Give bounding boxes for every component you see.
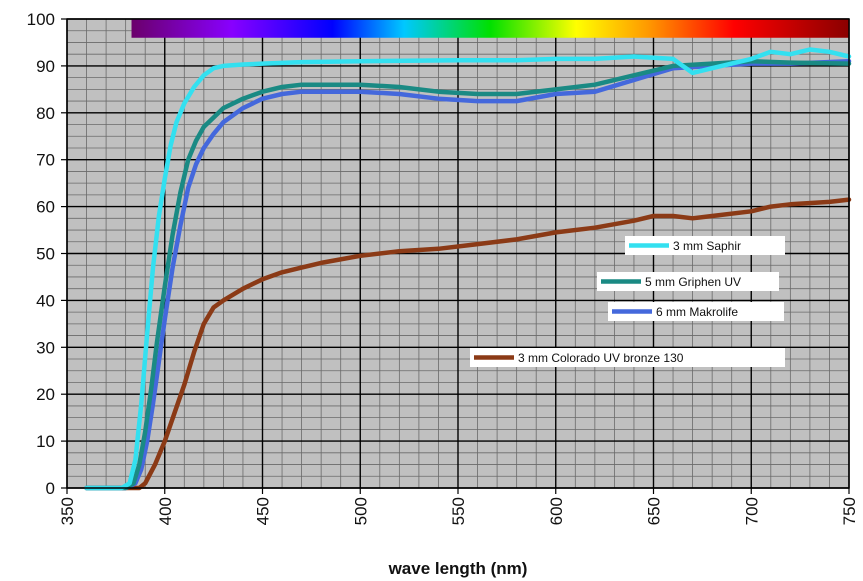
- y-tick-label: 50: [36, 245, 55, 264]
- legend-label: 3 mm Saphir: [673, 239, 741, 253]
- legend-entry: 3 mm Colorado UV bronze 130: [470, 348, 785, 367]
- legend-entry-background: [608, 302, 784, 321]
- x-tick-label: 450: [254, 497, 273, 525]
- series-line-4: [84, 197, 852, 491]
- x-tick-label: 600: [547, 497, 566, 525]
- legend-label: 3 mm Colorado UV bronze 130: [518, 351, 684, 365]
- x-tick-label: 650: [645, 497, 664, 525]
- x-tick-label: 350: [58, 497, 77, 525]
- legend: 3 mm Saphir 5 mm Griphen UV 6 mm Makrolife…: [470, 236, 785, 367]
- y-axis-ticks: 0 10 20 30 40 50 60 70 80 90 100: [27, 10, 67, 498]
- legend-entry: 6 mm Makrolife: [608, 302, 784, 321]
- x-tick-label: 400: [156, 497, 175, 525]
- x-tick-label: 550: [449, 497, 468, 525]
- series-line-1: [84, 47, 852, 491]
- y-tick-label: 80: [36, 104, 55, 123]
- legend-entry-background: [625, 236, 785, 255]
- x-tick-label: 700: [742, 497, 761, 525]
- legend-entry: 3 mm Saphir: [625, 236, 785, 255]
- y-tick-label: 60: [36, 198, 55, 217]
- legend-label: 5 mm Griphen UV: [645, 275, 741, 289]
- y-tick-label: 70: [36, 151, 55, 170]
- legend-entry-background: [470, 348, 785, 367]
- series-lines: [84, 47, 852, 491]
- y-tick-label: 40: [36, 291, 55, 310]
- series-line-3: [84, 58, 852, 491]
- y-tick-label: 20: [36, 385, 55, 404]
- y-tick-label: 10: [36, 432, 55, 451]
- x-axis-title: wave length (nm): [388, 559, 528, 578]
- visible-spectrum-bar: [131, 19, 849, 38]
- x-tick-label: 750: [840, 497, 859, 525]
- x-tick-label: 500: [351, 497, 370, 525]
- legend-entry: 5 mm Griphen UV: [597, 272, 779, 291]
- series-line-2: [84, 58, 852, 491]
- y-tick-label: 90: [36, 57, 55, 76]
- y-tick-label: 0: [46, 479, 55, 498]
- y-tick-label: 30: [36, 338, 55, 357]
- x-axis-ticks: 350 400 450 500 550 600 650 700 750: [58, 488, 859, 525]
- legend-label: 6 mm Makrolife: [656, 305, 738, 319]
- y-tick-label: 100: [27, 10, 55, 29]
- legend-entry-background: [597, 272, 779, 291]
